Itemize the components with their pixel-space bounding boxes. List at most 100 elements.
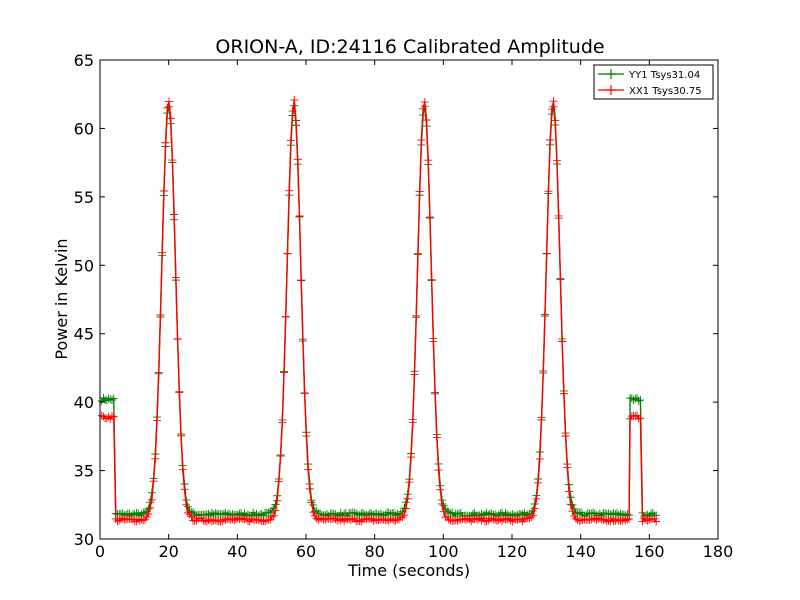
series-1-point-314	[636, 414, 645, 423]
series-1-point-233	[498, 516, 507, 525]
series-1-point-103	[274, 477, 283, 486]
x-tick-label-160: 160	[634, 542, 665, 561]
legend-box	[593, 64, 714, 100]
series-1-point-303	[618, 517, 627, 526]
series-1-point-285	[587, 515, 596, 524]
series-1-point-231	[494, 515, 503, 524]
series-1-point-117	[298, 337, 307, 346]
series-1-point-157	[367, 514, 376, 523]
series-1-point-264	[551, 116, 560, 125]
series-0-point-72	[221, 508, 230, 517]
y-tick-label-55: 55	[74, 188, 94, 207]
chart-title: ORION-A, ID:24116 Calibrated Amplitude	[215, 36, 604, 58]
series-1-point-101	[271, 506, 280, 515]
series-1-point-212	[461, 515, 470, 524]
series-1-point-307	[625, 514, 634, 523]
series-1-point-227	[487, 514, 496, 523]
series-0-point-98	[266, 507, 275, 516]
series-0-point-25	[140, 508, 149, 517]
series-1-point-38	[163, 103, 172, 112]
series-markers-1	[97, 95, 661, 526]
series-1-point-263	[549, 97, 558, 106]
series-1-point-66	[211, 515, 220, 524]
series-1-point-118	[300, 388, 309, 397]
series-1-point-105	[278, 418, 287, 427]
series-1-point-268	[558, 337, 567, 346]
series-1-point-300	[613, 515, 622, 524]
x-tick-label-80: 80	[364, 542, 384, 561]
series-1-point-20	[132, 517, 141, 526]
series-1-point-154	[362, 515, 371, 524]
series-1-point-139	[336, 516, 345, 525]
series-1-point-197	[436, 485, 445, 494]
series-1-point-95	[261, 517, 270, 526]
legend-label-yy1: YY1 Tsys31.04	[628, 70, 700, 81]
series-0-point-7	[109, 394, 118, 403]
series-1-point-183	[412, 313, 421, 322]
series-1-point-271	[563, 463, 572, 472]
series-1-point-12	[118, 514, 127, 523]
series-1-point-228	[489, 515, 498, 524]
series-1-point-215	[467, 517, 476, 526]
series-1-point-288	[592, 515, 601, 524]
series-1-point-99	[268, 512, 277, 521]
series-1-point-107	[281, 312, 290, 321]
series-1-point-27	[144, 510, 153, 518]
series-1-point-184	[413, 249, 422, 258]
series-0-point-224	[482, 508, 491, 517]
series-1-point-171	[391, 516, 400, 525]
series-1-point-150	[355, 516, 364, 525]
y-tick-label-65: 65	[74, 51, 94, 70]
series-1-point-51	[185, 510, 194, 519]
series-1-point-272	[564, 487, 573, 496]
series-1-point-192	[427, 275, 436, 284]
series-1-point-100	[269, 511, 278, 520]
series-1-point-30	[149, 477, 158, 486]
series-1-point-163	[377, 514, 386, 523]
x-tick-label-20: 20	[158, 542, 178, 561]
series-1-point-219	[474, 515, 483, 524]
y-tick-label-40: 40	[74, 393, 94, 412]
series-1-point-32	[152, 416, 161, 425]
series-1-point-108	[283, 249, 292, 258]
series-0-point-204	[448, 508, 457, 517]
series-1-point-193	[429, 337, 438, 346]
series-0-point-239	[508, 510, 517, 519]
series-1-point-319	[645, 515, 654, 524]
series-1-point-6	[108, 412, 117, 421]
series-1-point-195	[432, 433, 441, 442]
series-0-point-202	[444, 508, 453, 517]
y-tick-label-30: 30	[74, 530, 94, 549]
series-1-point-284	[585, 516, 594, 525]
series-0-point-279	[577, 508, 586, 517]
series-1-point-130	[321, 515, 330, 524]
series-1-point-246	[520, 515, 529, 524]
series-1-point-49	[182, 500, 191, 509]
series-1-point-92	[255, 515, 264, 524]
series-1-point-60	[201, 516, 210, 525]
series-1-point-265	[552, 156, 561, 165]
series-1-point-274	[568, 507, 577, 516]
series-1-point-179	[405, 478, 414, 487]
series-1-point-45	[175, 388, 184, 397]
series-1-point-119	[302, 432, 311, 441]
y-axis-label: Power in Kelvin	[52, 238, 71, 359]
series-1-point-269	[559, 389, 568, 398]
series-1-point-122	[307, 498, 316, 507]
series-1-point-36	[159, 187, 168, 196]
series-1-point-186	[417, 136, 426, 145]
series-1-point-145	[346, 515, 355, 524]
series-0-point-66	[211, 509, 220, 518]
series-1-point-252	[530, 504, 539, 513]
series-1-point-251	[528, 511, 537, 520]
series-1-point-120	[304, 465, 313, 474]
series-1-point-323	[652, 517, 661, 526]
series-0-point-151	[357, 509, 366, 518]
series-1-point-258	[540, 310, 549, 319]
series-1-point-40	[166, 114, 175, 123]
series-1-point-225	[484, 516, 493, 525]
series-0-point-97	[264, 508, 273, 517]
series-1-point-42	[170, 210, 179, 219]
legend: YY1 Tsys31.04 XX1 Tsys30.75	[593, 64, 714, 100]
series-1-point-188	[420, 97, 429, 106]
